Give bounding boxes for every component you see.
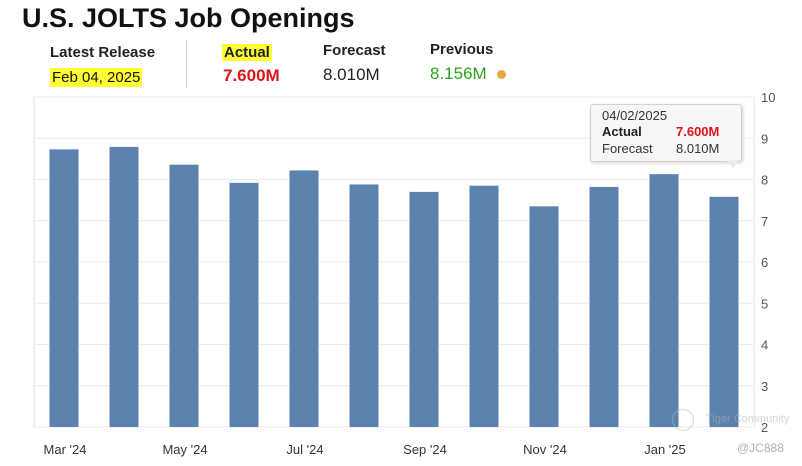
y-tick-label: 3	[761, 379, 768, 394]
bar[interactable]	[229, 182, 259, 427]
previous-value: 8.156M	[430, 64, 487, 83]
x-tick-label: Jan '25	[644, 442, 686, 457]
watermark-brand: Tiger Community	[706, 413, 790, 425]
tooltip-actual-label: Actual	[602, 124, 642, 139]
latest-release-date: Feb 04, 2025	[50, 68, 143, 87]
bar[interactable]	[469, 185, 499, 427]
latest-release-label: Latest Release	[50, 44, 156, 61]
bar[interactable]	[349, 184, 379, 427]
gridlines	[33, 96, 755, 428]
chart-tooltip: 04/02/2025 Actual 7.600M Forecast 8.010M	[590, 104, 742, 162]
bars	[49, 146, 739, 428]
x-tick-labels: Mar '24 May '24 Jul '24 Sep '24 Nov '24 Jan '…	[44, 442, 686, 457]
y-tick-label: 10	[761, 90, 775, 105]
watermark-user: @JC888	[737, 441, 784, 455]
bar[interactable]	[409, 191, 439, 427]
bar[interactable]	[109, 146, 139, 427]
tiger-logo-icon	[672, 409, 694, 431]
previous-indicator-dot	[497, 70, 506, 79]
bar[interactable]	[649, 174, 679, 427]
bar[interactable]	[49, 149, 79, 427]
bar[interactable]	[529, 206, 559, 427]
y-tick-label: 2	[761, 420, 768, 435]
bar[interactable]	[289, 170, 319, 428]
x-tick-label: Mar '24	[44, 442, 87, 457]
bar[interactable]	[589, 186, 619, 427]
tooltip-date: 04/02/2025	[602, 108, 668, 123]
tooltip-forecast-label: Forecast	[602, 141, 653, 156]
x-tick-label: Sep '24	[403, 442, 447, 457]
bar[interactable]	[169, 164, 199, 427]
bar[interactable]	[709, 196, 739, 427]
previous-label: Previous	[430, 41, 494, 58]
x-tick-label: May '24	[162, 442, 207, 457]
forecast-value: 8.010M	[323, 65, 380, 84]
y-tick-labels: 2 3 4 5 6 7 8 9 10	[761, 90, 775, 435]
y-tick-label: 8	[761, 173, 768, 188]
y-tick-label: 9	[761, 131, 768, 146]
tooltip-actual-value: 7.600M	[676, 124, 720, 139]
tooltip-pointer	[726, 160, 740, 168]
y-tick-label: 6	[761, 255, 768, 270]
actual-label: Actual	[222, 44, 272, 61]
y-tick-label: 5	[761, 296, 768, 311]
watermark: Tiger Community	[672, 409, 792, 431]
header-divider	[186, 40, 187, 88]
actual-value: 7.600M	[223, 66, 280, 85]
forecast-label: Forecast	[323, 42, 386, 59]
x-tick-label: Jul '24	[286, 442, 323, 457]
y-tick-label: 4	[761, 338, 768, 353]
page-title: U.S. JOLTS Job Openings	[22, 3, 355, 33]
y-tick-label: 7	[761, 214, 768, 229]
tooltip-forecast-value: 8.010M	[676, 141, 720, 156]
x-tick-label: Nov '24	[523, 442, 567, 457]
